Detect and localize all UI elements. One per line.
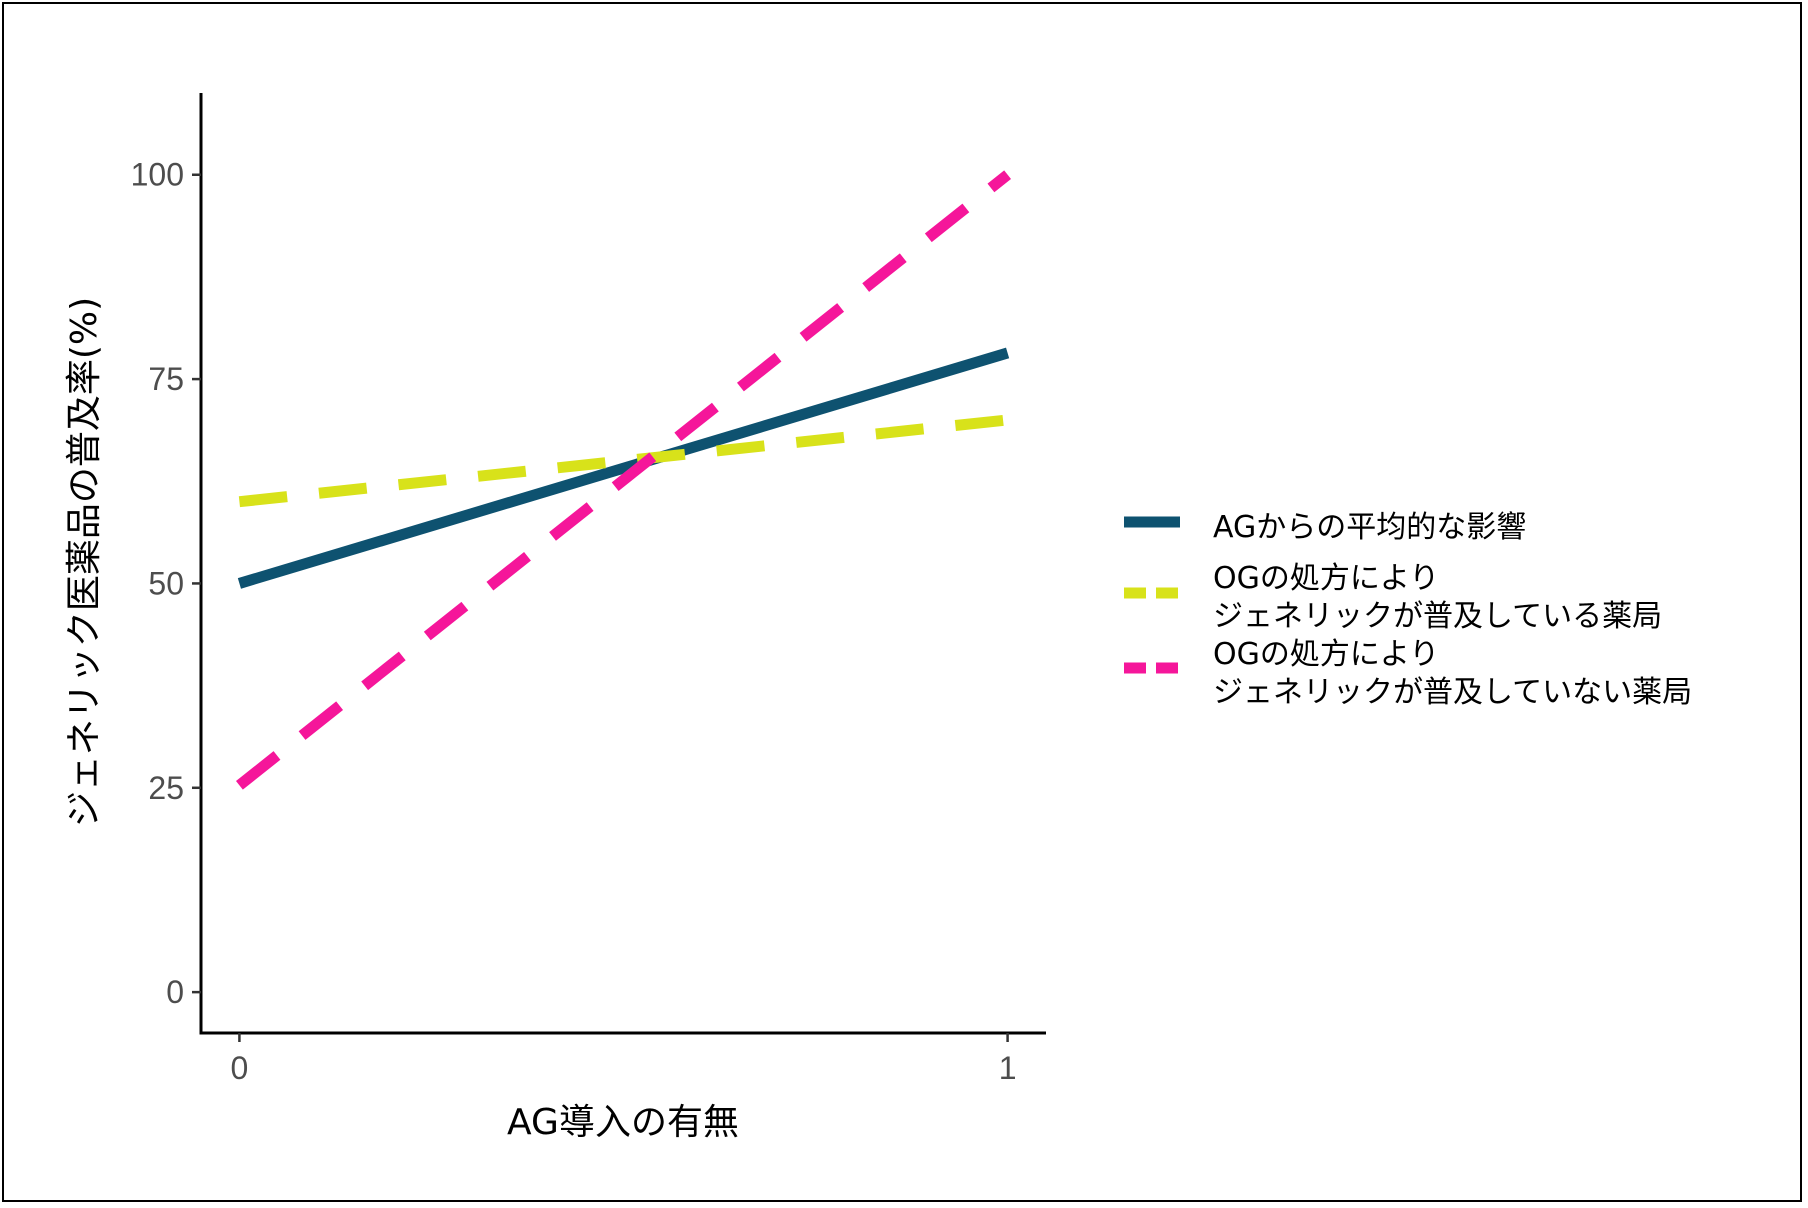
y-axis-title: ジェネリック医薬品の普及率(%) bbox=[64, 297, 105, 827]
legend-label: ジェネリックが普及していない薬局 bbox=[1213, 675, 1692, 710]
y-tick-label: 100 bbox=[131, 157, 184, 193]
y-tick-label: 0 bbox=[166, 974, 184, 1010]
x-tick-label: 1 bbox=[999, 1050, 1017, 1086]
ticks-layer: 0 25 50 75 100 0 1 bbox=[131, 157, 1017, 1086]
legend: AGからの平均的な影響 OGの処方により ジェネリックが普及している薬局OGの処方… bbox=[1124, 510, 1692, 710]
series-line-2 bbox=[238, 414, 1009, 508]
y-tick-label: 25 bbox=[148, 770, 184, 806]
x-tick-label: 0 bbox=[231, 1050, 249, 1086]
series-layer bbox=[235, 170, 1012, 790]
x-axis-title: AG導入の有無 bbox=[507, 1102, 739, 1143]
legend-label: ジェネリックが普及している薬局 bbox=[1213, 599, 1662, 634]
y-tick-label: 75 bbox=[148, 361, 184, 397]
legend-label: OGの処方により bbox=[1213, 637, 1439, 672]
legend-label: AGからの平均的な影響 bbox=[1213, 510, 1526, 545]
series-line-1 bbox=[237, 347, 1010, 589]
y-tick-label: 50 bbox=[148, 565, 184, 601]
legend-label: OGの処方により bbox=[1213, 561, 1439, 596]
series-line-3 bbox=[235, 170, 1012, 790]
